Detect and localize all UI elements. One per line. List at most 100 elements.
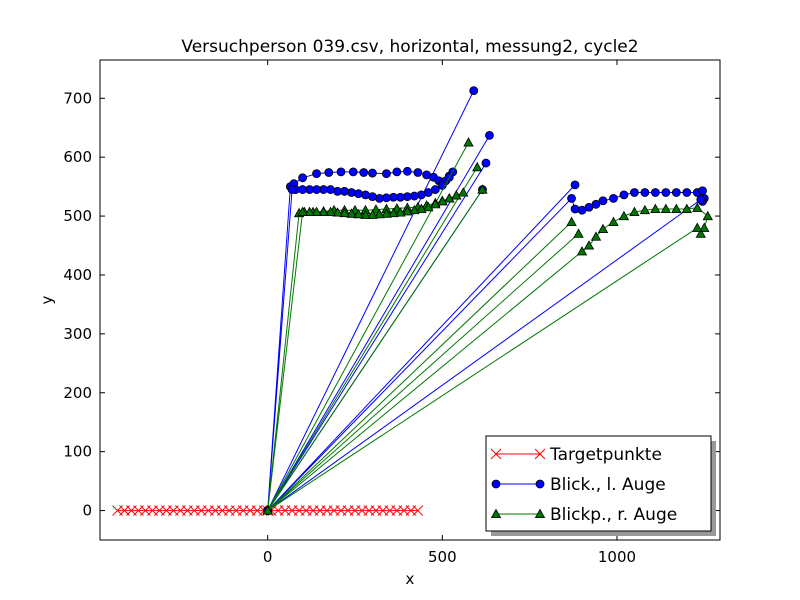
data-point xyxy=(430,198,441,209)
data-point xyxy=(416,203,427,214)
data-point xyxy=(381,208,392,218)
data-point xyxy=(368,168,377,178)
data-point xyxy=(692,202,703,212)
data-point xyxy=(325,206,336,216)
legend-marker xyxy=(491,479,501,489)
data-point xyxy=(609,194,618,203)
data-point xyxy=(367,209,378,219)
data-point xyxy=(671,188,681,197)
data-point xyxy=(437,196,448,206)
data-point xyxy=(402,166,412,176)
series-2 xyxy=(263,86,709,515)
data-point xyxy=(650,188,660,197)
data-point xyxy=(298,173,307,183)
data-point xyxy=(699,222,710,232)
data-point xyxy=(698,186,707,196)
data-point xyxy=(640,188,650,197)
legend-entry: Blick., l. Auge xyxy=(491,475,666,495)
data-point xyxy=(629,206,640,216)
data-point xyxy=(660,203,672,214)
data-point xyxy=(360,209,371,219)
data-point xyxy=(262,505,273,515)
data-point xyxy=(463,137,474,147)
data-point xyxy=(598,196,608,206)
plot-frame xyxy=(99,59,721,541)
data-point xyxy=(472,161,483,172)
data-point xyxy=(318,206,329,216)
x-tick-label: 500 xyxy=(428,548,457,566)
data-point xyxy=(304,206,315,216)
data-point xyxy=(469,86,479,96)
data-point xyxy=(590,231,602,241)
y-tick-label: 0 xyxy=(82,502,92,520)
data-point xyxy=(597,223,609,234)
data-point xyxy=(681,203,692,214)
data-point xyxy=(332,207,343,217)
data-point xyxy=(412,505,424,516)
data-point xyxy=(388,207,399,218)
data-point xyxy=(702,210,713,221)
data-point xyxy=(382,169,391,179)
series-layer xyxy=(112,86,713,516)
data-point xyxy=(324,168,334,177)
data-point xyxy=(639,204,651,215)
data-point xyxy=(423,201,434,212)
y-tick-label: 500 xyxy=(63,207,92,225)
data-point xyxy=(451,190,462,200)
data-point xyxy=(630,188,639,197)
chart-title: Versuchperson 039.csv, horizontal, messu… xyxy=(181,37,638,57)
data-point xyxy=(692,222,703,232)
legend-label: Blickp., r. Auge xyxy=(550,505,677,525)
legend-marker xyxy=(535,479,545,489)
data-point xyxy=(481,158,491,168)
data-point xyxy=(619,190,629,200)
data-point xyxy=(576,246,588,256)
data-point xyxy=(409,204,420,215)
series-1 xyxy=(112,505,424,516)
data-point xyxy=(346,208,357,218)
y-tick-label: 400 xyxy=(63,266,92,284)
data-point xyxy=(608,216,619,226)
data-point xyxy=(395,207,406,217)
data-point xyxy=(477,184,488,194)
data-point xyxy=(650,203,661,214)
data-point xyxy=(402,206,413,216)
legend-marker xyxy=(490,508,502,518)
data-point xyxy=(297,206,308,216)
data-point xyxy=(336,167,346,177)
data-point xyxy=(696,195,706,204)
data-point xyxy=(583,240,595,250)
data-point xyxy=(359,168,369,177)
data-point xyxy=(695,228,706,238)
legend-label: Targetpunkte xyxy=(549,445,662,465)
legend-marker xyxy=(534,448,546,460)
data-point xyxy=(311,206,322,216)
legend-label: Blick., l. Auge xyxy=(550,475,666,495)
y-axis-label: y xyxy=(38,295,56,304)
data-point xyxy=(566,216,577,226)
legend: Targetpunkte Blick., l. Auge Blickp., r. A… xyxy=(485,435,716,536)
y-tick-label: 700 xyxy=(63,89,92,107)
series-3 xyxy=(262,137,713,515)
y-tick-label: 100 xyxy=(63,443,92,461)
data-point xyxy=(573,228,584,238)
data-point xyxy=(312,169,321,179)
y-tick-label: 200 xyxy=(63,384,92,402)
data-point xyxy=(374,208,385,219)
data-point xyxy=(671,203,682,214)
data-point xyxy=(570,180,580,190)
data-point xyxy=(392,167,402,177)
data-point xyxy=(661,188,671,197)
y-tick-label: 300 xyxy=(63,325,92,343)
tick-layer: 0 500 1000 0 100 200 300 400 500 600 700 xyxy=(63,60,720,566)
data-point xyxy=(339,207,350,218)
data-point xyxy=(618,210,630,221)
data-point xyxy=(413,168,423,177)
x-axis-label: x xyxy=(406,570,415,588)
y-tick-label: 600 xyxy=(63,148,92,166)
legend-entry: Blickp., r. Auge xyxy=(490,505,677,525)
data-point xyxy=(458,187,469,197)
data-point xyxy=(287,185,297,194)
legend-marker xyxy=(490,448,502,460)
